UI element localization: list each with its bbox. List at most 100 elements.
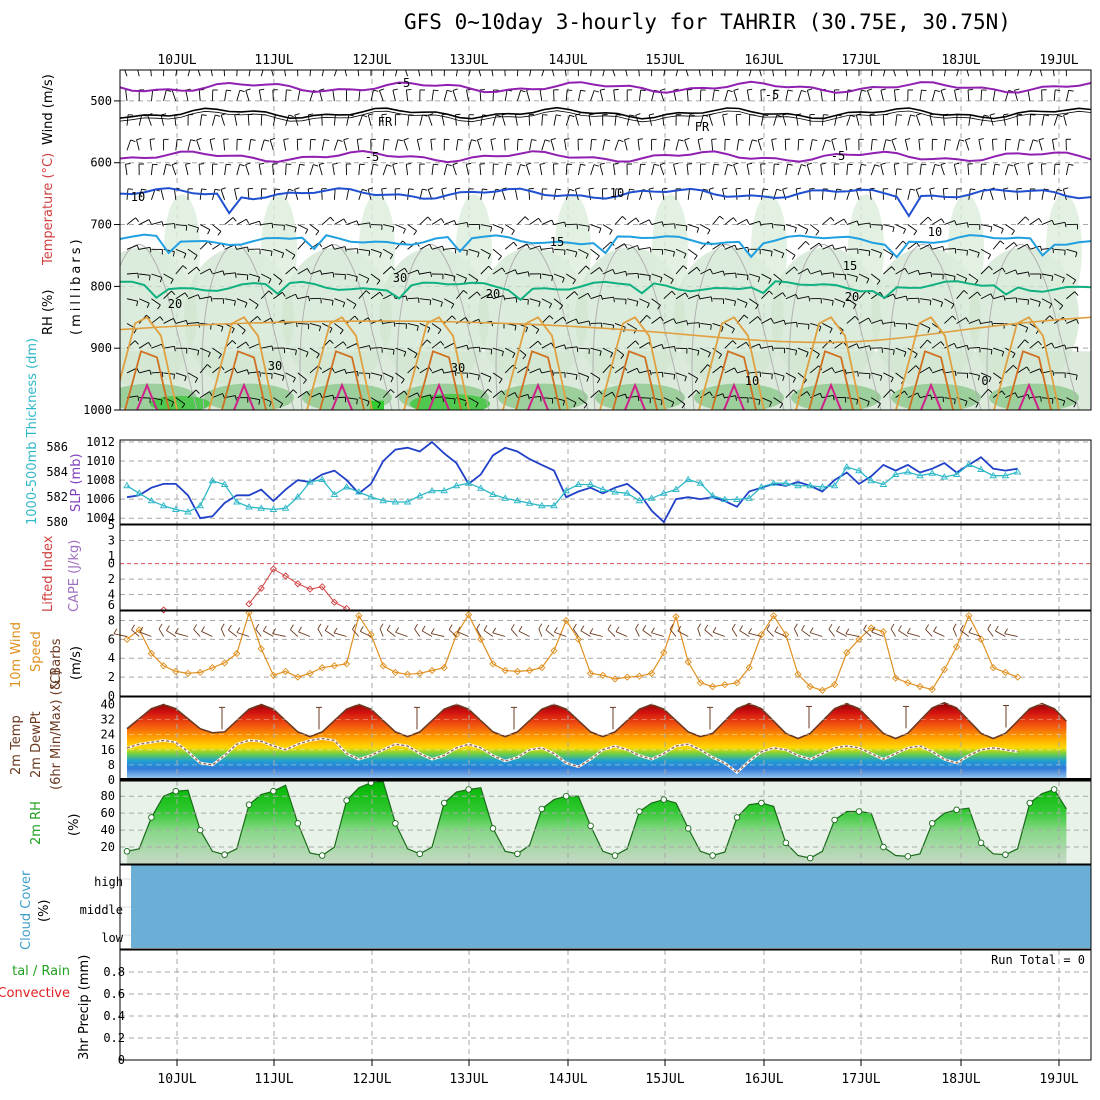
wind-barb — [139, 369, 150, 374]
wind-barb — [834, 298, 846, 304]
wind-barb-feather — [1068, 89, 1074, 92]
wind-barb — [992, 89, 996, 101]
wind-barb — [992, 267, 1003, 275]
wind-barb-feather — [466, 250, 468, 256]
wind-barb-feather — [930, 272, 933, 278]
wind-10m-barb-feather — [987, 623, 992, 630]
wind-barb — [529, 245, 541, 250]
wind-barb-feather — [710, 296, 713, 302]
wind-barb — [1017, 339, 1026, 349]
wind-10m-barb-feather — [863, 624, 867, 631]
wind-barb-feather — [599, 350, 602, 356]
wind-barb-feather — [292, 389, 298, 394]
wind-barb — [248, 70, 251, 77]
wind-barb-feather — [646, 314, 651, 319]
wind-10m-barb-feather — [414, 623, 418, 630]
wind-barb — [416, 139, 421, 151]
wind-barb — [880, 164, 884, 176]
wind-barb-feather — [319, 270, 323, 276]
wind-barb — [809, 224, 820, 232]
wind-barb-feather — [392, 162, 398, 165]
wind-barb-feather — [160, 400, 163, 406]
wind-barb-feather — [818, 326, 822, 332]
wind-barb-feather — [929, 244, 933, 250]
thickness-point — [977, 465, 985, 472]
wind-barb-feather — [576, 346, 579, 352]
wind-barb — [1053, 115, 1059, 126]
rh-shade-blob — [261, 194, 297, 305]
wind-barb — [784, 139, 787, 151]
wind-speed-point — [977, 635, 985, 643]
hot-contour — [1018, 382, 1040, 410]
wind-barb-feather — [514, 392, 518, 398]
wind-barb — [773, 248, 784, 254]
wind-10m-barb — [845, 633, 860, 637]
wind-barb — [712, 164, 715, 176]
wind-speed-point — [513, 667, 522, 676]
isotherm-label: -5 — [765, 88, 779, 102]
wind-barb-feather — [990, 349, 993, 355]
wind-barb-feather — [696, 227, 700, 233]
wind-barb-feather — [1048, 303, 1053, 309]
wind-barb — [565, 164, 568, 176]
wind-barb-feather — [1075, 252, 1078, 258]
rh-shade-blob — [456, 194, 492, 305]
wind-barb — [358, 290, 367, 300]
wind-barb — [407, 365, 416, 374]
wind-barb-feather — [422, 188, 428, 191]
wind-barb — [248, 397, 260, 401]
wind-barb-feather — [368, 187, 374, 190]
wind-barb — [943, 70, 946, 77]
wind-barb — [150, 164, 153, 176]
wind-barb — [944, 273, 956, 277]
rh-contour-label: 30 — [451, 361, 465, 375]
wind-speed-point — [233, 649, 241, 658]
wind-barb-feather — [503, 295, 506, 301]
wind-barb — [126, 298, 138, 302]
wind-barb-feather — [758, 343, 762, 349]
wind-barb-feather — [498, 378, 503, 384]
temp2m-label-3: (6hr Min/Max) (°C) — [49, 670, 64, 790]
wind-barb — [476, 139, 482, 151]
wind-barb-feather — [125, 163, 131, 165]
wind-barb — [627, 272, 639, 275]
wind-barb-feather — [1011, 230, 1015, 236]
hot-contour — [624, 382, 646, 410]
wind-barb-feather — [731, 328, 735, 334]
wind-barb — [566, 248, 577, 253]
wind-barb-feather — [574, 291, 579, 296]
wind-10m-barb-feather — [959, 624, 964, 631]
wind-barb-feather — [475, 402, 479, 408]
wind-10m-barb-feather — [236, 627, 241, 633]
wind-barb — [346, 397, 358, 400]
wind-barb — [150, 189, 156, 200]
wind-barb-feather — [624, 393, 628, 399]
thickness-point — [599, 485, 607, 492]
wind-barb-feather — [952, 315, 957, 320]
wind-10m-barb-feather — [635, 623, 639, 630]
wind-barb — [907, 188, 911, 200]
wind-speed-point — [672, 613, 680, 621]
wind-speed-point — [806, 682, 814, 691]
wind-barb-feather — [149, 275, 151, 281]
wind-10m-barb-feather — [704, 624, 709, 631]
wind-barb — [1041, 315, 1051, 324]
wind-barb-feather — [440, 218, 445, 223]
wind-barb-feather — [264, 139, 270, 142]
wind-barb — [381, 114, 384, 126]
wind-speed-point — [306, 669, 314, 677]
wind-barb-feather — [171, 290, 176, 295]
wind-barb-feather — [782, 292, 786, 297]
isotherm-label: -5 — [396, 76, 410, 90]
wind-barb — [407, 323, 419, 327]
wind-barb-feather — [452, 162, 458, 166]
wind-barb — [185, 164, 189, 176]
thickness-point — [452, 481, 461, 489]
date-tick-top: 11JUL — [254, 53, 293, 68]
wind-barb — [846, 115, 851, 126]
rh-point — [172, 787, 180, 795]
wind-barb — [1053, 164, 1056, 176]
wind-barb — [529, 139, 532, 151]
wind-barb — [822, 244, 833, 250]
slp-frame — [119, 439, 1092, 525]
